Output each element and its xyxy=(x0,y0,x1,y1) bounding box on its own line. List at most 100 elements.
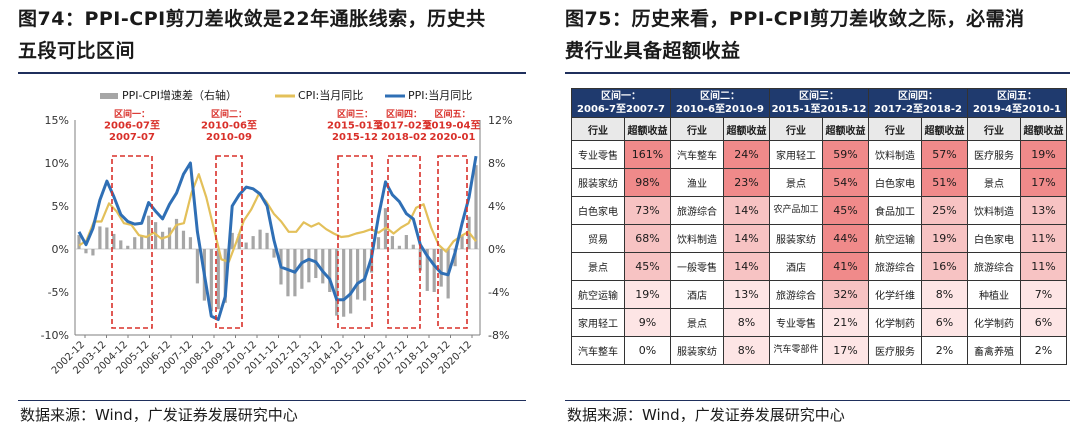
interval-label: 2017-02至 xyxy=(376,120,432,132)
industry-cell: 景点 xyxy=(769,168,823,197)
table-row: 景点 45% 一般零售 14% 酒店 41% 旅游综合 16% 旅游综合 11% xyxy=(571,252,1067,281)
right-source-rule xyxy=(565,400,1070,401)
spread-bar xyxy=(376,237,381,249)
excess-return-cell: 59% xyxy=(822,140,869,169)
spread-bar xyxy=(126,245,130,249)
spread-bar xyxy=(390,236,395,249)
spread-bar xyxy=(195,249,200,284)
cpi-line xyxy=(78,173,477,263)
industry-cell: 医疗服务 xyxy=(868,336,922,365)
industry-cell: 服装家纺 xyxy=(571,168,625,197)
excess-return-cell: 13% xyxy=(1020,196,1067,225)
spread-bar xyxy=(160,231,165,249)
excess-return-cell: 23% xyxy=(723,168,770,197)
spread-bar xyxy=(265,232,269,249)
spread-bar xyxy=(181,230,186,249)
excess-return-cell: 19% xyxy=(921,224,968,253)
excess-return-cell: 51% xyxy=(921,168,968,197)
excess-return-cell: 0% xyxy=(624,336,671,365)
interval-label: 2010-06至 xyxy=(201,120,257,132)
col-header-excess: 超额收益 xyxy=(723,117,770,141)
interval-label: 区间三： xyxy=(337,108,373,120)
spread-bar xyxy=(174,218,179,249)
interval-label: 2010-09 xyxy=(206,132,252,143)
spread-bar xyxy=(167,227,172,249)
table-row: 家用轻工 9% 景点 8% 专业零售 21% 化学制药 6% 化学制药 6% xyxy=(571,308,1067,337)
excess-return-cell: 45% xyxy=(624,252,671,281)
excess-return-cell: 54% xyxy=(822,168,869,197)
y-left-tick-label: 0% xyxy=(52,243,69,256)
ppi-cpi-chart: 15%10%5%0%-5%-10%12%8%4%0%-4%-8%2002-122… xyxy=(41,88,513,377)
industry-cell: 畜禽养殖 xyxy=(967,336,1021,365)
interval-header: 区间四： 2017-2至2018-2 xyxy=(868,88,968,118)
industry-cell: 航空运输 xyxy=(868,224,922,253)
spread-bar xyxy=(411,244,415,249)
table-row: 贸易 68% 饮料制造 14% 服装家纺 44% 航空运输 19% 白色家电 11% xyxy=(571,224,1067,253)
industry-cell: 汽车零部件 xyxy=(769,336,823,365)
industry-cell: 种植业 xyxy=(967,280,1021,309)
excess-return-cell: 41% xyxy=(822,252,869,281)
spread-bar xyxy=(209,249,213,312)
spread-bar xyxy=(300,249,304,289)
interval-box xyxy=(215,155,243,329)
spread-bar xyxy=(112,233,116,249)
table-row: 航空运输 19% 酒店 13% 旅游综合 32% 化学纤维 8% 种植业 7% xyxy=(571,280,1067,309)
spread-bar xyxy=(439,249,443,287)
spread-bar xyxy=(321,249,325,284)
industry-cell: 家用轻工 xyxy=(769,140,823,169)
legend-label-ppi: PPI:当月同比 xyxy=(408,88,472,102)
y-right-tick-label: -8% xyxy=(488,329,509,342)
excess-return-cell: 8% xyxy=(723,336,770,365)
excess-return-cell: 17% xyxy=(1020,168,1067,197)
excess-return-cell: 68% xyxy=(624,224,671,253)
industry-cell: 服装家纺 xyxy=(769,224,823,253)
interval-label: 2015-01至 xyxy=(327,120,383,132)
excess-return-cell: 2% xyxy=(1020,336,1067,365)
industry-cell: 酒店 xyxy=(670,280,724,309)
spread-bar xyxy=(397,245,401,249)
spread-bar xyxy=(460,235,464,249)
interval-label: 区间一： xyxy=(114,108,150,120)
excess-return-cell: 6% xyxy=(921,308,968,337)
excess-return-cell: 9% xyxy=(624,308,671,337)
industry-cell: 酒店 xyxy=(769,252,823,281)
industry-cell: 景点 xyxy=(670,308,724,337)
excess-return-cell: 2% xyxy=(921,336,968,365)
spread-bar xyxy=(105,227,109,249)
right-title-line1: 图75：历史来看，PPI-CPI剪刀差收敛之际，必需消 xyxy=(565,8,1025,30)
excess-return-cell: 14% xyxy=(723,252,770,281)
spread-bar xyxy=(188,237,193,249)
excess-return-cell: 73% xyxy=(624,196,671,225)
col-header-industry: 行业 xyxy=(769,117,823,141)
excess-return-cell: 21% xyxy=(822,308,869,337)
industry-cell: 化学纤维 xyxy=(868,280,922,309)
col-header-excess: 超额收益 xyxy=(624,117,671,141)
col-header-industry: 行业 xyxy=(868,117,922,141)
excess-return-cell: 57% xyxy=(921,140,968,169)
spread-bar xyxy=(77,235,81,249)
y-left-tick-label: 15% xyxy=(45,114,69,127)
excess-return-cell: 161% xyxy=(624,140,671,169)
spread-bar xyxy=(453,249,457,267)
spread-bar xyxy=(328,249,332,292)
y-left-tick-label: 10% xyxy=(45,157,69,170)
industry-cell: 旅游综合 xyxy=(868,252,922,281)
excess-return-table: 区间一： 2006-7至2007-7 区间二： 2010-6至2010-9 区间三： 20… xyxy=(571,88,1067,365)
industry-cell: 饮料制造 xyxy=(967,196,1021,225)
interval-label: 2020-01 xyxy=(430,132,476,143)
col-header-excess: 超额收益 xyxy=(822,117,869,141)
excess-return-cell: 19% xyxy=(624,280,671,309)
legend-label-cpi: CPI:当月同比 xyxy=(298,88,363,102)
industry-cell: 专业零售 xyxy=(571,140,625,169)
interval-header: 区间五： 2019-4至2010-1 xyxy=(967,88,1067,118)
industry-cell: 航空运输 xyxy=(571,280,625,309)
industry-cell: 贸易 xyxy=(571,224,625,253)
industry-cell: 饮料制造 xyxy=(868,140,922,169)
industry-cell: 白色家电 xyxy=(868,168,922,197)
y-left-tick-label: -5% xyxy=(48,286,69,299)
excess-return-cell: 45% xyxy=(822,196,869,225)
interval-label: 2007-07 xyxy=(109,132,155,143)
table-row: 服装家纺 98% 渔业 23% 景点 54% 白色家电 51% 景点 17% xyxy=(571,168,1067,197)
excess-return-cell: 7% xyxy=(1020,280,1067,309)
interval-header: 区间三： 2015-1至2015-12 xyxy=(769,88,869,118)
